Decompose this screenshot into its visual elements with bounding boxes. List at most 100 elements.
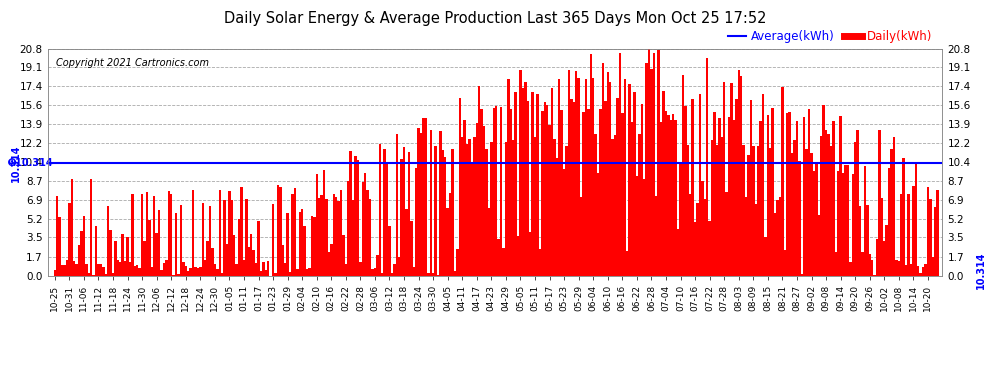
Bar: [742, 145, 744, 276]
Bar: [754, 204, 757, 276]
Bar: [682, 75, 684, 276]
Bar: [321, 195, 323, 276]
Bar: [129, 262, 132, 276]
Bar: [78, 245, 80, 276]
Bar: [75, 264, 78, 276]
Bar: [187, 272, 189, 276]
Bar: [558, 79, 560, 276]
Bar: [328, 252, 330, 276]
Bar: [435, 146, 437, 276]
Bar: [590, 54, 592, 276]
Bar: [629, 84, 631, 276]
Bar: [524, 82, 527, 276]
Bar: [354, 156, 356, 276]
Bar: [818, 215, 820, 276]
Bar: [572, 102, 575, 276]
Bar: [731, 83, 733, 276]
Bar: [254, 263, 257, 276]
Bar: [764, 237, 766, 276]
Bar: [100, 264, 102, 276]
Bar: [483, 126, 485, 276]
Bar: [246, 199, 248, 276]
Bar: [733, 120, 736, 276]
Bar: [565, 146, 567, 276]
Bar: [229, 190, 231, 276]
Bar: [361, 182, 364, 276]
Bar: [873, 274, 876, 276]
Bar: [326, 199, 328, 276]
Bar: [713, 112, 716, 276]
Bar: [934, 207, 937, 276]
Bar: [910, 264, 912, 276]
Bar: [842, 172, 844, 276]
Bar: [577, 78, 580, 276]
Text: Copyright 2021 Cartronics.com: Copyright 2021 Cartronics.com: [56, 58, 210, 68]
Bar: [522, 88, 524, 276]
Text: Daily Solar Energy & Average Production Last 365 Days Mon Oct 25 17:52: Daily Solar Energy & Average Production …: [224, 11, 766, 26]
Bar: [63, 265, 65, 276]
Bar: [529, 232, 532, 276]
Bar: [475, 123, 478, 276]
Bar: [170, 194, 172, 276]
Bar: [669, 120, 672, 276]
Bar: [313, 217, 316, 276]
Bar: [349, 151, 351, 276]
Bar: [711, 140, 713, 276]
Bar: [427, 273, 430, 276]
Bar: [257, 220, 259, 276]
Bar: [330, 244, 333, 276]
Bar: [241, 186, 243, 276]
Bar: [471, 163, 473, 276]
Bar: [345, 264, 347, 276]
Bar: [219, 190, 221, 276]
Bar: [122, 234, 124, 276]
Bar: [400, 159, 403, 276]
Bar: [619, 53, 621, 276]
Bar: [609, 82, 612, 276]
Bar: [844, 165, 846, 276]
Bar: [607, 72, 609, 276]
Bar: [769, 148, 771, 276]
Text: ➒10.314: ➒10.314: [8, 158, 53, 168]
Bar: [430, 130, 432, 276]
Bar: [582, 112, 585, 276]
Bar: [480, 109, 483, 276]
Bar: [497, 239, 500, 276]
Bar: [398, 257, 400, 276]
Bar: [221, 273, 224, 276]
Bar: [716, 145, 718, 276]
Bar: [177, 274, 180, 276]
Bar: [898, 261, 900, 276]
Bar: [856, 130, 858, 276]
Bar: [861, 252, 863, 276]
Bar: [291, 194, 294, 276]
Bar: [903, 158, 905, 276]
Bar: [184, 266, 187, 276]
Bar: [92, 275, 95, 276]
Bar: [602, 63, 604, 276]
Bar: [56, 196, 58, 276]
Bar: [376, 255, 378, 276]
Bar: [631, 122, 634, 276]
Bar: [650, 69, 652, 276]
Bar: [639, 134, 641, 276]
Bar: [806, 148, 808, 276]
Bar: [560, 110, 563, 276]
Bar: [728, 117, 731, 276]
Bar: [306, 269, 308, 276]
Bar: [60, 265, 63, 276]
Bar: [721, 136, 723, 276]
Bar: [744, 197, 747, 276]
Bar: [922, 267, 925, 276]
Bar: [641, 105, 643, 276]
Bar: [343, 236, 345, 276]
Bar: [162, 263, 165, 276]
Bar: [699, 94, 701, 276]
Bar: [495, 106, 497, 276]
Bar: [144, 241, 146, 276]
Bar: [691, 99, 694, 276]
Bar: [236, 264, 238, 276]
Bar: [231, 201, 233, 276]
Bar: [264, 270, 267, 276]
Bar: [272, 204, 274, 276]
